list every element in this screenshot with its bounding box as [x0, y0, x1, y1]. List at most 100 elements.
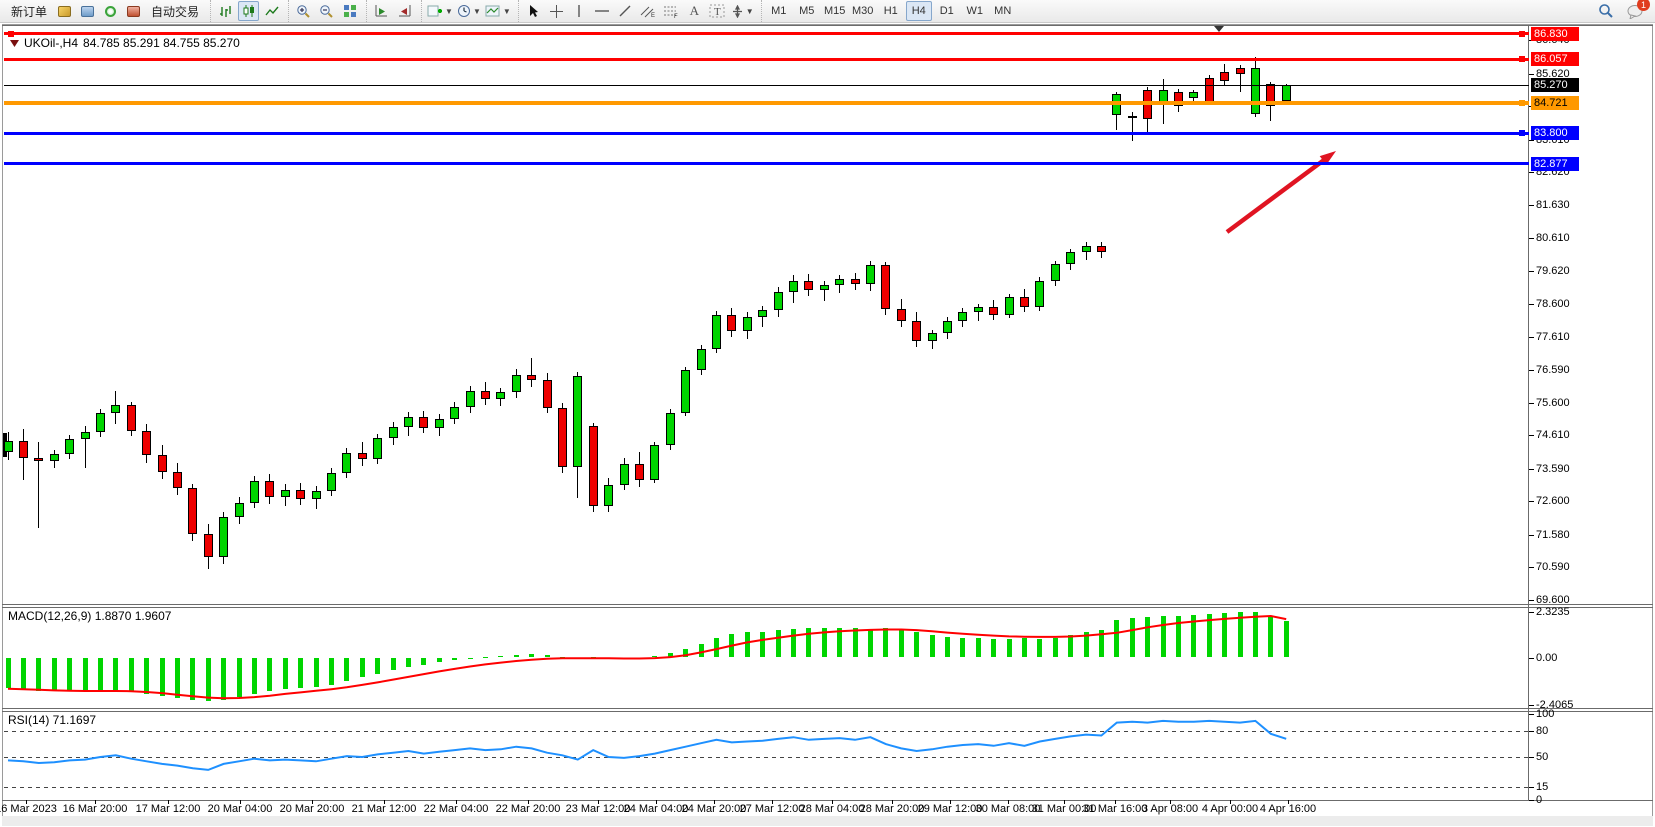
macd-histogram-bar	[1083, 632, 1089, 658]
line-chart-icon[interactable]	[261, 1, 282, 21]
horizontal-line[interactable]	[4, 131, 1529, 135]
strategy-tester-icon[interactable]	[123, 1, 144, 21]
candle-body	[326, 473, 336, 491]
crosshair-tool-icon[interactable]	[546, 1, 567, 21]
arrows-tool-icon[interactable]: ▼	[730, 1, 755, 21]
time-tick	[168, 800, 169, 804]
text-tool-icon[interactable]: A	[689, 3, 699, 18]
macd-histogram-bar	[960, 637, 966, 658]
tile-windows-icon[interactable]	[339, 1, 360, 21]
chat-icon[interactable]: 1	[1625, 0, 1650, 21]
candle-body	[65, 438, 75, 454]
time-tick	[1115, 800, 1116, 804]
timeframe-button-h4[interactable]: H4	[905, 1, 932, 21]
time-tick	[95, 800, 96, 804]
symbol-marker-icon	[10, 39, 19, 47]
candle-body	[234, 502, 244, 518]
time-tick	[714, 800, 715, 804]
chevron-down-icon[interactable]: ▼	[745, 6, 754, 16]
search-icon[interactable]	[1595, 1, 1616, 21]
line-handle[interactable]	[8, 30, 14, 37]
cursor-tool-icon[interactable]	[523, 1, 544, 21]
macd-histogram-bar	[1006, 639, 1012, 658]
timeframe-button-m5[interactable]: M5	[799, 5, 815, 17]
candlestick-chart-icon[interactable]	[238, 1, 260, 21]
equidistant-channel-tool-icon[interactable]: E	[638, 1, 659, 21]
macd-histogram-bar	[67, 657, 73, 691]
signals-icon[interactable]	[100, 1, 121, 21]
annotation-arrow-line[interactable]	[1225, 158, 1326, 234]
candle-wick	[38, 441, 40, 528]
candle-body	[1250, 68, 1260, 115]
candle-body	[527, 374, 537, 381]
indicators-icon[interactable]: ▼	[426, 1, 454, 21]
price-tick-label: 75.600	[1536, 396, 1570, 409]
timeframe-button-h1[interactable]: H1	[883, 5, 898, 17]
line-handle[interactable]	[1519, 30, 1525, 37]
timeframe-button-m30[interactable]: M30	[852, 5, 874, 17]
chevron-down-icon[interactable]: ▼	[502, 6, 511, 16]
candle-body	[1096, 245, 1106, 252]
time-tick	[772, 800, 773, 804]
hline-price-label: 86.057	[1531, 52, 1579, 67]
zoom-in-icon[interactable]	[293, 1, 314, 21]
drawing-tools-group: E F A T ▼	[517, 0, 759, 22]
candle-body	[18, 440, 28, 458]
line-handle[interactable]	[1519, 56, 1525, 63]
market-watch-icon[interactable]	[54, 1, 75, 21]
chart-symbol-period: UKOil-,H4	[24, 36, 79, 50]
line-handle[interactable]	[1519, 130, 1525, 137]
horizontal-line[interactable]	[4, 57, 1529, 61]
macd-histogram-bar	[837, 627, 843, 658]
timeframe-button-w1[interactable]: W1	[966, 5, 983, 17]
macd-histogram-bar	[698, 643, 704, 658]
text-label-tool-icon[interactable]: T	[707, 1, 728, 21]
horizontal-line[interactable]	[4, 101, 1529, 106]
chart-shift-marker-icon[interactable]	[1214, 26, 1224, 32]
time-tick	[892, 800, 893, 804]
vertical-line-tool-icon[interactable]	[569, 1, 590, 21]
trendline-tool-icon[interactable]	[615, 1, 636, 21]
chart-shift-icon[interactable]	[394, 1, 415, 21]
price-tick-label: 74.610	[1536, 429, 1570, 442]
price-tick-label: 70.590	[1536, 561, 1570, 574]
time-axis-label: 30 Mar 08:00	[975, 803, 1041, 815]
timeframe-button-m15[interactable]: M15	[824, 5, 846, 17]
macd-histogram-bar	[1021, 638, 1027, 658]
candle-body	[573, 375, 583, 467]
candle-body	[634, 463, 644, 480]
fibonacci-tool-icon[interactable]: F	[661, 1, 682, 21]
timeframe-button-d1[interactable]: D1	[939, 5, 954, 17]
price-tick	[1529, 370, 1534, 372]
bar-chart-icon[interactable]	[215, 1, 236, 21]
price-tick	[1529, 402, 1534, 404]
timeframe-button-m1[interactable]: M1	[771, 5, 787, 17]
chevron-down-icon[interactable]: ▼	[472, 6, 481, 16]
price-tick-label: 69.600	[1536, 593, 1570, 606]
horizontal-line[interactable]	[4, 162, 1529, 166]
time-tick	[456, 800, 457, 804]
horizontal-line-tool-icon[interactable]	[592, 1, 613, 21]
toolbar-right-group: 1	[1594, 0, 1653, 21]
navigator-icon[interactable]	[77, 1, 98, 21]
macd-signal-line	[7, 614, 1287, 700]
chevron-down-icon[interactable]: ▼	[445, 6, 453, 16]
horizontal-line[interactable]	[4, 32, 1529, 36]
macd-histogram-bar	[914, 632, 920, 658]
new-order-button[interactable]: 新订单	[11, 4, 48, 19]
auto-scroll-icon[interactable]	[371, 1, 392, 21]
candle-body	[758, 310, 768, 318]
auto-trading-button[interactable]: 自动交易	[151, 4, 200, 19]
macd-histogram-bar	[221, 657, 227, 700]
candle-wick	[1239, 64, 1241, 93]
macd-histogram-bar	[1175, 615, 1181, 658]
periods-icon[interactable]: ▼	[456, 1, 482, 21]
macd-indicator-label: MACD(12,26,9) 1.8870 1.9607	[8, 609, 172, 623]
zoom-out-icon[interactable]	[316, 1, 337, 21]
timeframe-button-mn[interactable]: MN	[994, 5, 1012, 17]
templates-icon[interactable]: ▼	[484, 1, 512, 21]
time-axis-label: 20 Mar 20:00	[279, 803, 345, 815]
line-handle[interactable]	[1519, 100, 1525, 107]
candle-body	[850, 279, 860, 285]
